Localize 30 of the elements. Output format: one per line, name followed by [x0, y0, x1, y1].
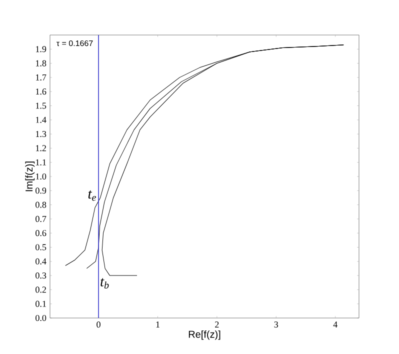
annotation: t$_{b}$ [100, 278, 109, 289]
y-tick-label: 1.8 [36, 60, 46, 66]
x-tick-label: 1 [156, 322, 160, 328]
x-tick-label: 0 [96, 322, 100, 328]
x-tick-label: 4 [333, 322, 338, 328]
annotation: t$_{e}$ [88, 190, 96, 201]
annotation: τ = 0.1667 [56, 40, 93, 46]
y-tick-label: 1.7 [36, 74, 46, 80]
y-tick-label: 0.3 [36, 272, 46, 279]
y-tick-label: 1.5 [36, 102, 46, 109]
y-tick-label: 0.9 [36, 188, 46, 194]
x-tick-label: 2 [215, 322, 219, 328]
y-tick-label: 0.2 [36, 286, 46, 293]
y-tick-label: 1.6 [36, 88, 46, 95]
y-tick-label: 0.0 [36, 314, 46, 322]
y-tick-label: 0.6 [36, 230, 46, 236]
x-axis-title: Re[f(z)] [188, 330, 220, 340]
y-tick-label: 0.5 [36, 244, 46, 250]
y-tick-label: 1.4 [36, 116, 46, 123]
y-tick-label: 0.8 [36, 202, 46, 208]
y-tick-label: 1.2 [36, 145, 46, 152]
y-tick-label: 1.9 [36, 46, 46, 52]
y-tick-label: 1.0 [36, 173, 46, 180]
y-tick-label: 1.1 [36, 159, 46, 166]
y-tick-label: 0.4 [36, 258, 46, 264]
y-tick-label: 0.7 [36, 216, 46, 222]
y-tick-label: 0.1 [36, 300, 46, 307]
x-tick-label: 3 [274, 322, 278, 328]
y-axis-title: Im[f(z)] [25, 162, 35, 192]
y-tick-label: 1.3 [36, 131, 46, 138]
